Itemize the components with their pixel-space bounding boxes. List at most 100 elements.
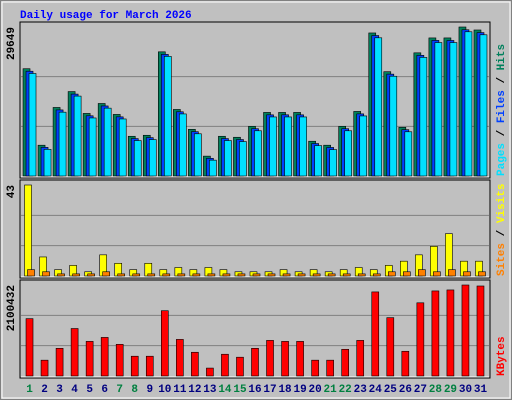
bar (254, 130, 262, 177)
bar (145, 355, 154, 377)
bar (329, 149, 337, 177)
x-tick-label: 19 (293, 384, 306, 396)
bar (222, 273, 231, 277)
x-tick-label: 21 (324, 384, 338, 396)
bar (24, 184, 32, 277)
plot-area (19, 179, 491, 279)
legend: Sites / Visits (496, 184, 508, 276)
bar (478, 271, 486, 277)
bar (117, 273, 126, 277)
x-tick-label: 16 (248, 384, 261, 396)
bar (341, 348, 349, 377)
bar (102, 271, 110, 277)
bar (342, 273, 351, 277)
bar (433, 271, 441, 277)
bar (463, 271, 471, 277)
bar (299, 116, 307, 177)
legend-entry: Files (496, 90, 508, 123)
legend-entry: Sites (496, 243, 508, 276)
bar (356, 340, 365, 377)
bar (40, 359, 49, 377)
bar (206, 367, 214, 377)
bar (57, 273, 65, 277)
x-tick-label: 15 (233, 384, 247, 396)
bar (401, 350, 410, 377)
bar (161, 310, 169, 377)
bar (389, 75, 398, 177)
bar (311, 359, 319, 377)
bar (419, 57, 428, 177)
x-tick-label: 7 (116, 384, 123, 396)
bar (267, 273, 276, 277)
x-tick-label: 6 (101, 384, 108, 396)
bar (297, 273, 306, 277)
bar (404, 131, 413, 177)
bar (326, 359, 334, 377)
y-tick-label: 29649 (6, 27, 18, 60)
bar (72, 273, 80, 277)
bar (431, 290, 440, 377)
x-tick-label: 9 (146, 384, 153, 396)
bar (464, 31, 473, 177)
x-tick-label: 2 (41, 384, 48, 396)
x-tick-label: 20 (309, 384, 322, 396)
bar (147, 273, 156, 277)
bar (239, 141, 247, 177)
x-tick-label: 8 (131, 384, 138, 396)
bar (266, 340, 274, 377)
bar (236, 356, 244, 377)
bar (403, 271, 411, 277)
chart-title: Daily usage for March 2026 (20, 10, 192, 22)
legend-separator: / (496, 123, 508, 143)
bar (269, 116, 277, 177)
bar (479, 34, 488, 177)
bar (372, 273, 381, 277)
bar (103, 107, 112, 177)
bar (164, 56, 172, 177)
bar (27, 269, 35, 277)
x-tick-label: 28 (429, 384, 443, 396)
bar (148, 139, 157, 177)
bar (282, 273, 291, 277)
bar (371, 291, 380, 377)
bar (446, 289, 455, 377)
bar (130, 355, 139, 377)
bar (386, 317, 395, 377)
bar (179, 113, 187, 177)
bar (191, 351, 199, 377)
bar (207, 273, 216, 277)
legend-separator: / (496, 70, 508, 90)
bar (194, 133, 202, 177)
bar (359, 115, 368, 177)
x-tick-label: 23 (354, 384, 368, 396)
bar (312, 273, 321, 277)
bar (115, 344, 124, 377)
legend-entry: Pages (496, 143, 508, 176)
x-tick-label: 14 (218, 384, 232, 396)
x-tick-label: 10 (158, 384, 171, 396)
bar (224, 140, 232, 177)
bar (58, 111, 67, 177)
bar (70, 328, 79, 377)
x-tick-label: 5 (86, 384, 93, 396)
bar (73, 95, 82, 177)
x-tick-label: 12 (188, 384, 201, 396)
bar (177, 273, 186, 277)
bar (374, 37, 383, 177)
bar (418, 269, 426, 277)
bar (449, 42, 458, 177)
bar (252, 273, 261, 277)
bar (461, 284, 470, 377)
bar (87, 273, 95, 277)
x-tick-label: 11 (173, 384, 187, 396)
legend: KBytes (496, 336, 508, 376)
bar (133, 140, 142, 177)
x-tick-label: 27 (414, 384, 427, 396)
legend-entry: Visits (496, 184, 508, 224)
bar (448, 269, 456, 277)
bar (434, 42, 443, 177)
bar (25, 318, 34, 377)
x-tick-label: 29 (444, 384, 457, 396)
